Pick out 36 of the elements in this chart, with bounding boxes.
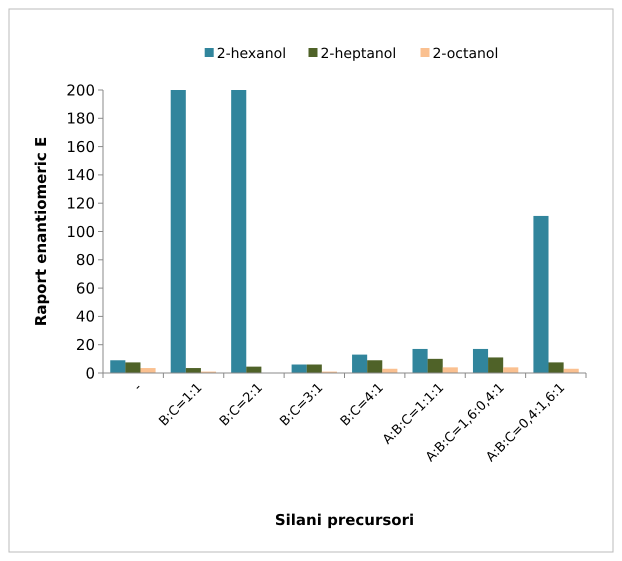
y-tick-label: 60: [76, 279, 95, 298]
bar: [170, 90, 186, 373]
bar: [503, 367, 518, 373]
y-tick-label: 0: [85, 364, 95, 382]
y-tick-label: 140: [66, 166, 95, 184]
bar: [186, 368, 201, 373]
y-tick-label: 180: [66, 110, 95, 128]
bar: [140, 368, 156, 373]
bar: [110, 360, 126, 373]
y-tick-label: 100: [66, 222, 95, 241]
legend-label: 2-hexanol: [216, 46, 286, 62]
y-tick-label: 20: [76, 336, 95, 354]
bar: [548, 362, 564, 373]
bar: [442, 367, 458, 373]
y-tick-label: 160: [66, 138, 95, 156]
legend-label: 2-octanol: [432, 46, 498, 62]
y-axis-title: Raport enantiomeric E: [32, 136, 50, 326]
x-axis-title: Silani precursori: [274, 511, 414, 529]
bar: [367, 360, 382, 373]
y-tick-label: 200: [66, 81, 95, 100]
bar: [306, 364, 322, 373]
legend-label: 2-heptanol: [320, 46, 396, 62]
bar: [246, 366, 262, 373]
x-tick-label: -: [131, 380, 146, 394]
y-tick-label: 120: [66, 194, 95, 212]
bar: [488, 357, 504, 373]
bar: [472, 348, 488, 373]
bar: [125, 362, 140, 373]
bar: [428, 358, 443, 373]
bar: [533, 216, 549, 373]
bar: [292, 364, 307, 373]
bar: [231, 90, 246, 373]
bar: [412, 348, 428, 373]
y-tick-label: 80: [76, 251, 95, 270]
bar: [352, 354, 368, 373]
y-tick-label: 40: [76, 308, 95, 326]
